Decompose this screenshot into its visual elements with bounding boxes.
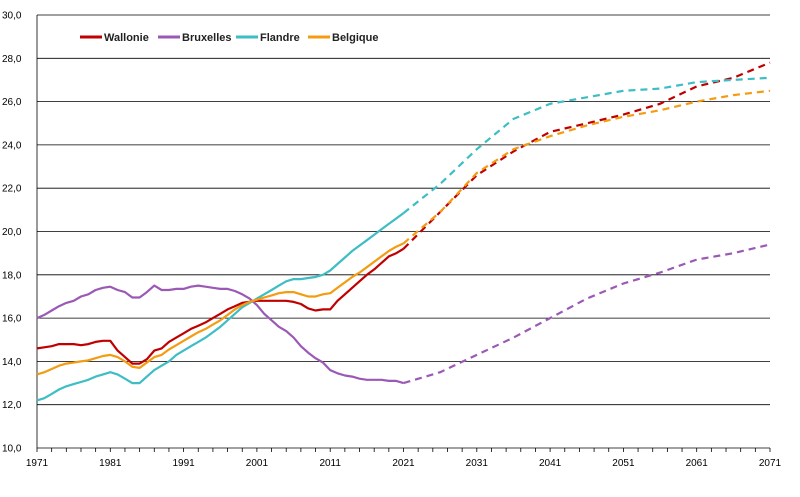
x-tick-label: 1991: [172, 458, 195, 469]
series-line-bruxelles-projected: [403, 243, 771, 385]
legend-label-bruxelles: Bruxelles: [182, 32, 232, 44]
x-tick-label: 1981: [99, 458, 122, 469]
y-tick-label: 28,0: [2, 54, 22, 65]
x-tick-label: 2011: [319, 458, 341, 469]
axes: 10,0 12,0 14,0 16,0 18,0 20,0 22,0 24,0 26,0 28,0…: [2, 11, 782, 470]
series-lines: [36, 61, 771, 402]
x-tick-label: 2021: [392, 458, 415, 469]
series-line-flandre-projected: [402, 76, 771, 214]
y-tick-label: 18,0: [2, 270, 22, 281]
x-tick-label: 2051: [612, 458, 635, 469]
y-tick-label: 12,0: [2, 400, 22, 411]
legend-label-wallonie: Wallonie: [104, 32, 149, 44]
x-tick-label: 2061: [686, 458, 709, 469]
series-line-belgique-observed: [36, 242, 404, 376]
legend-label-belgique: Belgique: [332, 32, 378, 44]
y-tick-label: 20,0: [2, 227, 22, 238]
x-tick-label: 1971: [26, 458, 49, 469]
x-tick-label: 2041: [539, 458, 562, 469]
x-tick-label: 2031: [466, 458, 489, 469]
grid-lines: [37, 14, 770, 449]
y-tick-label: 10,0: [2, 444, 22, 455]
x-tick-label: 2001: [246, 458, 269, 469]
series-line-wallonie-observed: [36, 247, 405, 365]
y-tick-label: 26,0: [2, 97, 22, 108]
legend: Wallonie Bruxelles Flandre Belgique: [80, 32, 378, 44]
y-tick-label: 14,0: [2, 357, 22, 368]
y-tick-label: 24,0: [2, 140, 22, 151]
legend-label-flandre: Flandre: [260, 32, 300, 44]
series-line-belgique-projected: [402, 89, 771, 245]
series-line-wallonie-projected: [402, 61, 771, 250]
series-line-flandre-observed: [36, 212, 405, 402]
series-line-bruxelles-observed: [36, 284, 404, 385]
y-tick-label: 22,0: [2, 184, 22, 195]
y-tick-label: 30,0: [2, 11, 22, 22]
x-tick-label: 2071: [759, 458, 782, 469]
y-tick-label: 16,0: [2, 314, 22, 325]
